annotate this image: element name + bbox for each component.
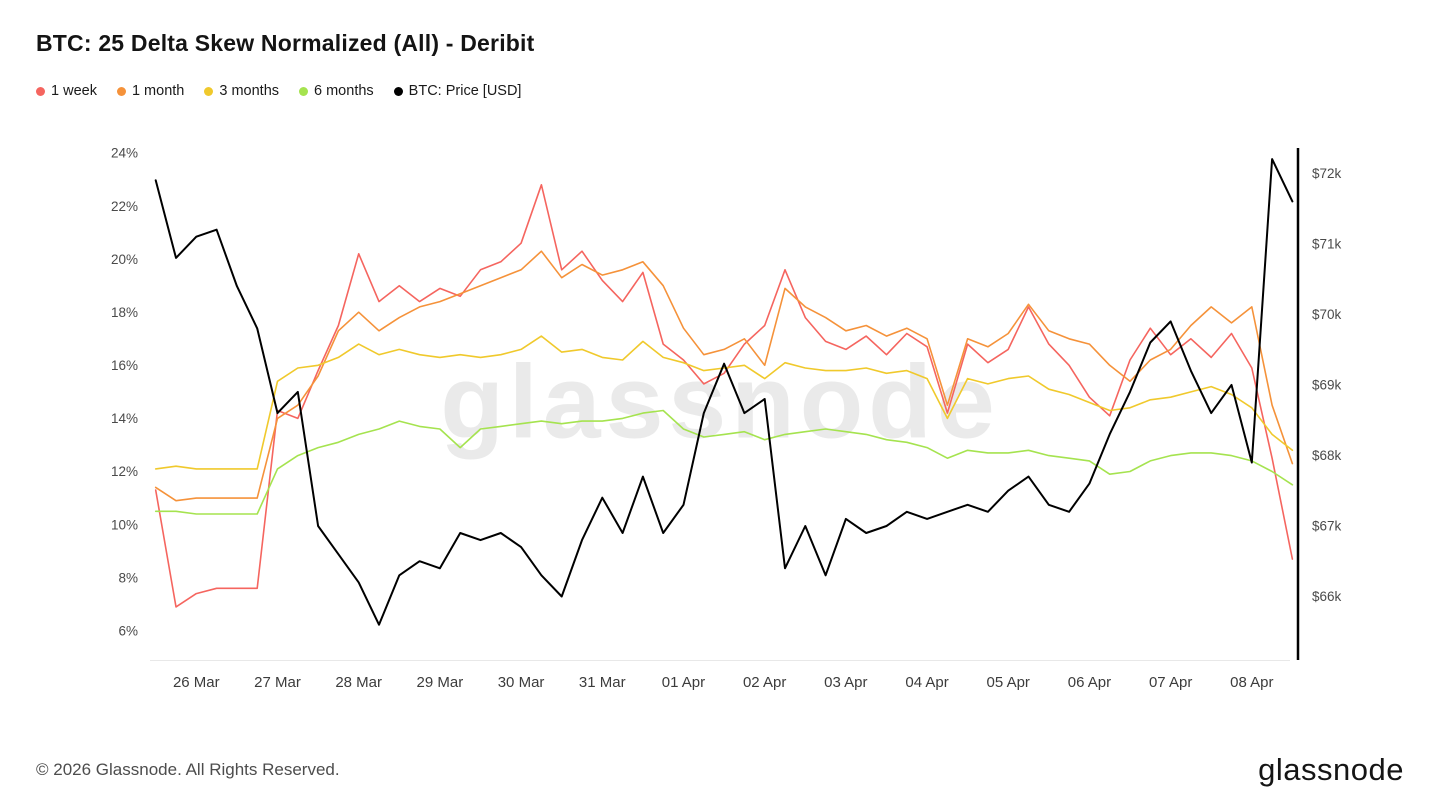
left-axis-tick-label: 12% [111,464,138,479]
left-axis-tick-label: 22% [111,199,138,214]
x-axis-tick-label: 04 Apr [905,674,948,691]
series-line-3-months[interactable] [154,335,1294,470]
legend-item-6-months[interactable]: 6 months [299,83,374,99]
x-axis-tick-label: 05 Apr [987,674,1030,691]
right-axis-tick-label: $66k [1312,589,1342,604]
x-axis-tick-label: 06 Apr [1068,674,1111,691]
legend-label-3-months: 3 months [219,83,280,99]
legend-dot-1-week-icon [36,86,45,96]
right-axis-tick-label: $69k [1312,378,1342,393]
legend-item-1-month[interactable]: 1 month [116,83,185,99]
legend-dot-1-month-icon [116,86,126,96]
left-axis-tick-label: 6% [118,624,138,639]
legend-label-1-week: 1 week [51,83,97,99]
left-axis-tick-label: 10% [111,517,138,532]
left-axis-tick-label: 20% [111,252,138,267]
legend-item-1-week[interactable]: 1 week [36,83,97,99]
series-line-btc-price-usd[interactable] [154,158,1294,626]
series-line-1-week[interactable] [154,184,1294,608]
left-axis-tick-label: 8% [118,570,138,585]
x-axis-tick-label: 28 Mar [335,674,382,691]
x-axis-tick-label: 03 Apr [824,674,867,691]
x-axis-tick-label: 01 Apr [662,674,705,691]
legend: 1 week 1 month 3 months 6 months BTC: Pr… [36,83,521,99]
x-axis-tick-label: 30 Mar [498,674,545,691]
x-axis-tick-label: 27 Mar [254,674,301,691]
legend-item-3-months[interactable]: 3 months [204,83,279,99]
legend-dot-btc-price-icon [393,86,403,96]
legend-item-btc-price[interactable]: BTC: Price [USD] [393,83,522,99]
legend-dot-3-months-icon [204,86,214,96]
series-line-6-months[interactable] [154,409,1294,515]
left-axis-tick-label: 16% [111,358,138,373]
chart-title: BTC: 25 Delta Skew Normalized (All) - De… [36,30,535,56]
right-axis-tick-label: $70k [1312,307,1342,322]
right-axis-tick-label: $71k [1312,236,1342,251]
left-axis-tick-label: 18% [111,305,138,320]
glassnode-logo: glassnode [1258,752,1404,787]
x-axis-tick-label: 26 Mar [173,674,220,691]
x-axis-tick-label: 02 Apr [743,674,786,691]
right-axis-tick-label: $72k [1312,166,1342,181]
right-axis-tick-label: $67k [1312,519,1342,534]
x-axis-tick-label: 31 Mar [579,674,626,691]
series-line-1-month[interactable] [154,250,1294,502]
legend-label-1-month: 1 month [131,83,185,99]
legend-dot-6-months-icon [299,86,309,96]
x-axis-tick-label: 08 Apr [1230,674,1273,691]
x-axis-tick-label: 29 Mar [417,674,464,691]
right-axis-tick-label: $68k [1312,448,1342,463]
copyright-text: © 2026 Glassnode. All Rights Reserved. [36,760,340,779]
legend-label-btc-price: BTC: Price [USD] [408,83,522,99]
left-axis-tick-label: 24% [111,146,138,161]
legend-label-6-months: 6 months [314,83,374,99]
x-axis-tick-label: 07 Apr [1149,674,1192,691]
left-axis-tick-label: 14% [111,411,138,426]
